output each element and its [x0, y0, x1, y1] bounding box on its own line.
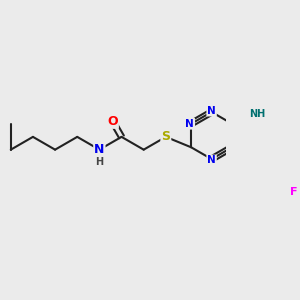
Text: F: F [290, 187, 297, 197]
Text: NH: NH [249, 109, 265, 119]
Text: N: N [94, 143, 105, 156]
Text: N: N [207, 155, 216, 165]
Text: S: S [161, 130, 170, 143]
Text: H: H [95, 157, 104, 167]
Text: N: N [207, 106, 216, 116]
Text: O: O [107, 115, 118, 128]
Text: N: N [185, 119, 194, 129]
